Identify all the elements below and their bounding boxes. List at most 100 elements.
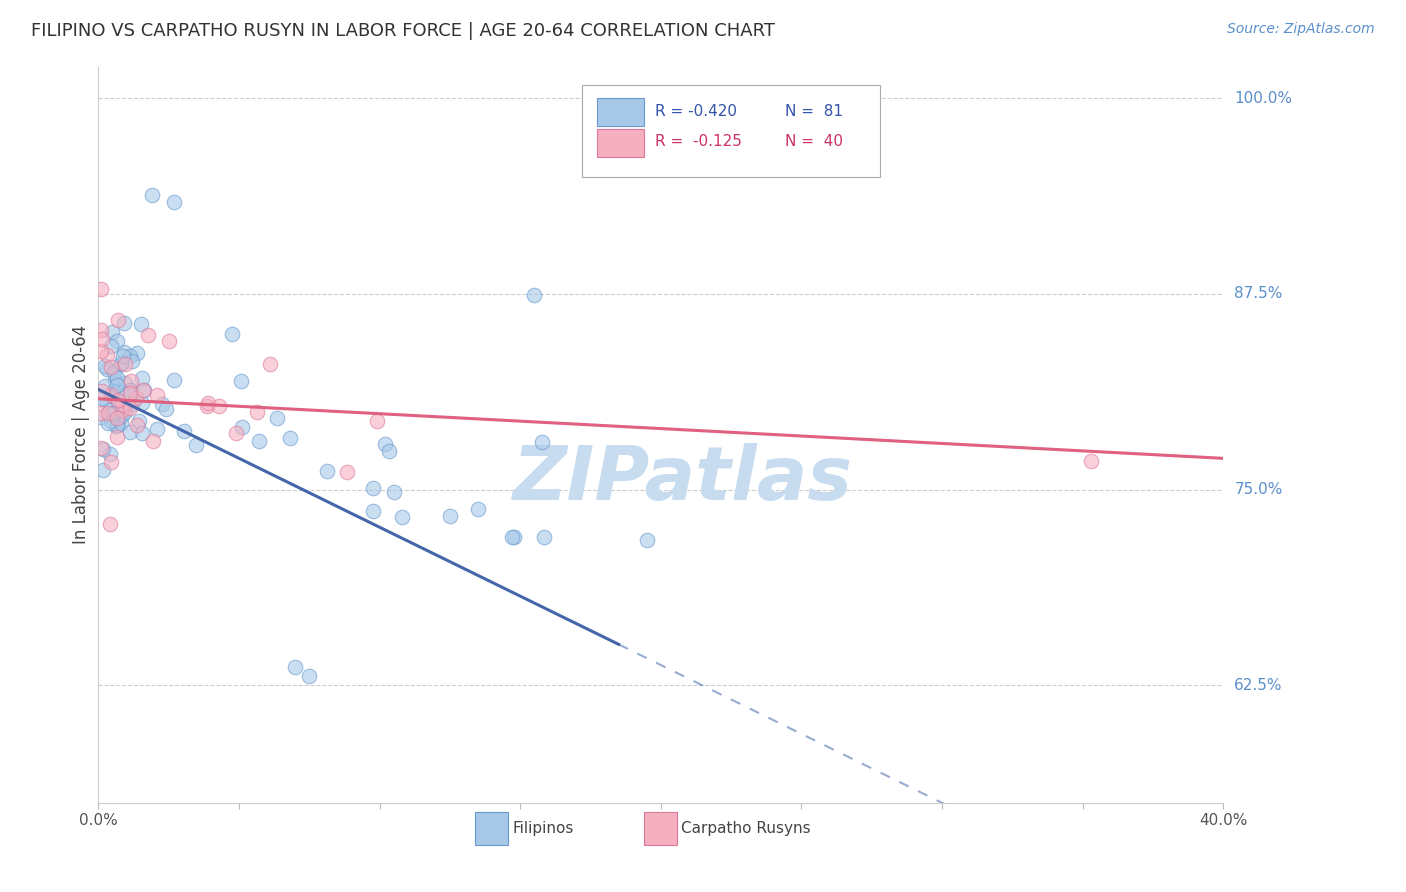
Point — [150, 397, 173, 411]
Point — [531, 434, 554, 449]
Point — [90, 323, 112, 337]
Y-axis label: In Labor Force | Age 20-64: In Labor Force | Age 20-64 — [72, 326, 90, 544]
Point — [100, 387, 122, 401]
Point — [107, 414, 129, 428]
Point — [127, 346, 149, 360]
Point — [120, 383, 142, 397]
Point — [197, 396, 219, 410]
Point — [112, 316, 135, 330]
Point — [96, 395, 118, 409]
Point — [97, 417, 120, 431]
Point — [111, 398, 134, 412]
Point — [101, 406, 124, 420]
Point — [120, 349, 142, 363]
Point — [195, 399, 218, 413]
Point — [107, 313, 129, 327]
Point — [110, 357, 132, 371]
Point — [231, 374, 253, 388]
Point — [90, 406, 112, 420]
Point — [146, 387, 169, 401]
Point — [127, 417, 149, 432]
Point — [112, 350, 135, 364]
Point — [184, 438, 207, 452]
Point — [90, 391, 112, 405]
Point — [361, 481, 384, 495]
Point — [173, 424, 195, 438]
Point — [141, 188, 163, 202]
Point — [94, 379, 117, 393]
Point — [91, 442, 114, 456]
Point — [90, 343, 112, 358]
Point — [467, 502, 489, 516]
Point — [110, 416, 132, 430]
Text: Carpatho Rusyns: Carpatho Rusyns — [681, 821, 811, 836]
Point — [128, 413, 150, 427]
Point — [111, 408, 134, 422]
Point — [96, 348, 118, 362]
Point — [523, 288, 546, 302]
Point — [439, 508, 461, 523]
Text: R =  -0.125: R = -0.125 — [655, 135, 742, 150]
Point — [231, 420, 253, 434]
Point — [163, 194, 186, 209]
Point — [131, 383, 153, 397]
Point — [120, 374, 142, 388]
Point — [121, 354, 143, 368]
Point — [105, 430, 128, 444]
Point — [316, 464, 339, 478]
Text: N =  81: N = 81 — [785, 103, 842, 119]
Point — [110, 356, 132, 370]
Point — [100, 339, 122, 353]
Point — [90, 282, 112, 296]
Point — [247, 434, 270, 448]
Point — [207, 399, 229, 413]
Text: 75.0%: 75.0% — [1234, 483, 1282, 497]
Point — [105, 371, 128, 385]
Point — [105, 417, 128, 432]
Point — [146, 422, 169, 436]
Point — [107, 394, 129, 409]
Point — [382, 484, 405, 499]
Point — [104, 418, 127, 433]
Point — [97, 406, 120, 420]
Text: 100.0%: 100.0% — [1234, 91, 1292, 106]
Point — [100, 360, 122, 375]
Point — [336, 465, 359, 479]
Point — [278, 431, 301, 445]
Point — [363, 503, 385, 517]
Text: Source: ZipAtlas.com: Source: ZipAtlas.com — [1227, 22, 1375, 37]
Point — [105, 411, 128, 425]
Text: N =  40: N = 40 — [785, 135, 842, 150]
Point — [101, 384, 124, 399]
Point — [378, 444, 401, 458]
Point — [120, 383, 142, 397]
Point — [391, 509, 413, 524]
Text: 62.5%: 62.5% — [1234, 678, 1282, 693]
Point — [90, 384, 112, 398]
Point — [94, 359, 117, 373]
Point — [502, 530, 524, 544]
FancyBboxPatch shape — [596, 98, 644, 126]
Point — [90, 409, 112, 424]
Point — [100, 325, 122, 339]
Point — [107, 393, 129, 408]
FancyBboxPatch shape — [582, 86, 880, 178]
Point — [221, 326, 243, 341]
Point — [636, 533, 658, 547]
Text: R = -0.420: R = -0.420 — [655, 103, 737, 119]
Point — [131, 425, 153, 440]
Point — [142, 434, 165, 449]
Text: 87.5%: 87.5% — [1234, 286, 1282, 301]
Point — [114, 357, 136, 371]
Point — [118, 401, 141, 415]
Point — [298, 669, 321, 683]
Point — [98, 516, 121, 531]
Point — [246, 405, 269, 419]
FancyBboxPatch shape — [596, 128, 644, 157]
FancyBboxPatch shape — [475, 813, 508, 845]
Point — [90, 332, 112, 346]
Point — [112, 403, 135, 417]
Point — [366, 414, 388, 428]
Point — [114, 405, 136, 419]
Point — [259, 357, 281, 371]
